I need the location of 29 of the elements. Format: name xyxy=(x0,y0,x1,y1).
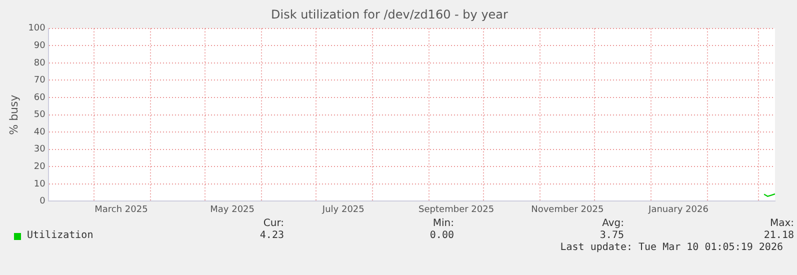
x-tick-label: September 2025 xyxy=(418,204,494,215)
text: 4.23 xyxy=(258,230,284,242)
text: 3.75 xyxy=(598,230,624,242)
y-tick-label: 60 xyxy=(34,92,46,103)
text: Min: xyxy=(432,218,454,230)
y-tick-label: 100 xyxy=(28,24,46,34)
text: Cur: xyxy=(262,218,284,230)
y-tick-label: 30 xyxy=(34,144,46,155)
y-tick-label: 10 xyxy=(34,179,46,190)
y-tick-label: 70 xyxy=(34,76,46,86)
y-axis-title: % busy xyxy=(7,94,20,135)
y-tick-label: 90 xyxy=(34,41,46,52)
text: 21.18 xyxy=(762,230,794,242)
y-tick-label: 0 xyxy=(40,196,46,207)
y-tick-label: 20 xyxy=(34,162,46,172)
text: Avg: xyxy=(601,218,624,230)
y-tick-label: 80 xyxy=(34,58,46,68)
x-tick-label: January 2026 xyxy=(648,204,709,215)
text: 0.00 xyxy=(428,230,454,242)
text: Last update: Tue Mar 10 01:05:19 2026 xyxy=(559,242,783,254)
x-tick-label: July 2025 xyxy=(321,204,364,215)
y-tick-label: 50 xyxy=(34,110,46,120)
text: Max: xyxy=(768,218,794,230)
chart-title: Disk utilization for /dev/zd160 - by year xyxy=(271,7,508,22)
x-tick-label: May 2025 xyxy=(210,204,254,215)
legend-label: Utilization xyxy=(27,230,94,242)
y-tick-label: 40 xyxy=(34,127,46,138)
x-tick-label: March 2025 xyxy=(94,204,148,215)
x-tick-label: November 2025 xyxy=(531,204,604,215)
